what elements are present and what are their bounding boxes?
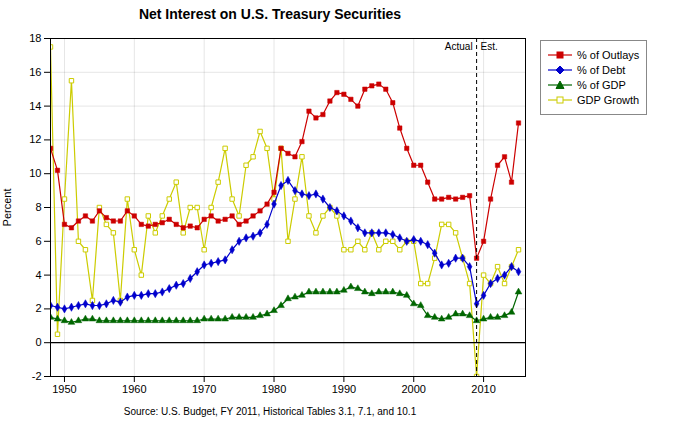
html-text:GDP Growth: GDP Growth: [577, 94, 640, 106]
svg-text:10: 10: [29, 167, 41, 179]
svg-text:-2: -2: [32, 370, 42, 382]
svg-text:1990: 1990: [332, 383, 356, 395]
html-text:% of Outlays: % of Outlays: [577, 49, 640, 61]
svg-text:1950: 1950: [52, 383, 76, 395]
svg-text:1970: 1970: [192, 383, 216, 395]
svg-text:Est.: Est.: [481, 41, 498, 52]
svg-text:0: 0: [35, 336, 41, 348]
svg-text:2000: 2000: [401, 383, 425, 395]
svg-text:1960: 1960: [122, 383, 146, 395]
html-text:% of GDP: % of GDP: [577, 79, 626, 91]
html-text:Net Interest on U.S. Treasury: Net Interest on U.S. Treasury Securities: [138, 6, 402, 22]
svg-text:1980: 1980: [262, 383, 286, 395]
svg-text:18: 18: [29, 32, 41, 44]
html-text:Source: U.S. Budget, FY 2011,: Source: U.S. Budget, FY 2011, Historical…: [123, 406, 417, 417]
svg-text:16: 16: [29, 66, 41, 78]
svg-text:Actual: Actual: [445, 41, 473, 52]
svg-text:6: 6: [35, 235, 41, 247]
svg-text:2010: 2010: [471, 383, 495, 395]
html-text:% of Debt: % of Debt: [577, 64, 626, 76]
svg-text:14: 14: [29, 100, 41, 112]
svg-text:12: 12: [29, 133, 41, 145]
svg-text:2: 2: [35, 302, 41, 314]
svg-text:Percent: Percent: [1, 189, 13, 227]
svg-text:4: 4: [35, 269, 41, 281]
svg-text:8: 8: [35, 201, 41, 213]
